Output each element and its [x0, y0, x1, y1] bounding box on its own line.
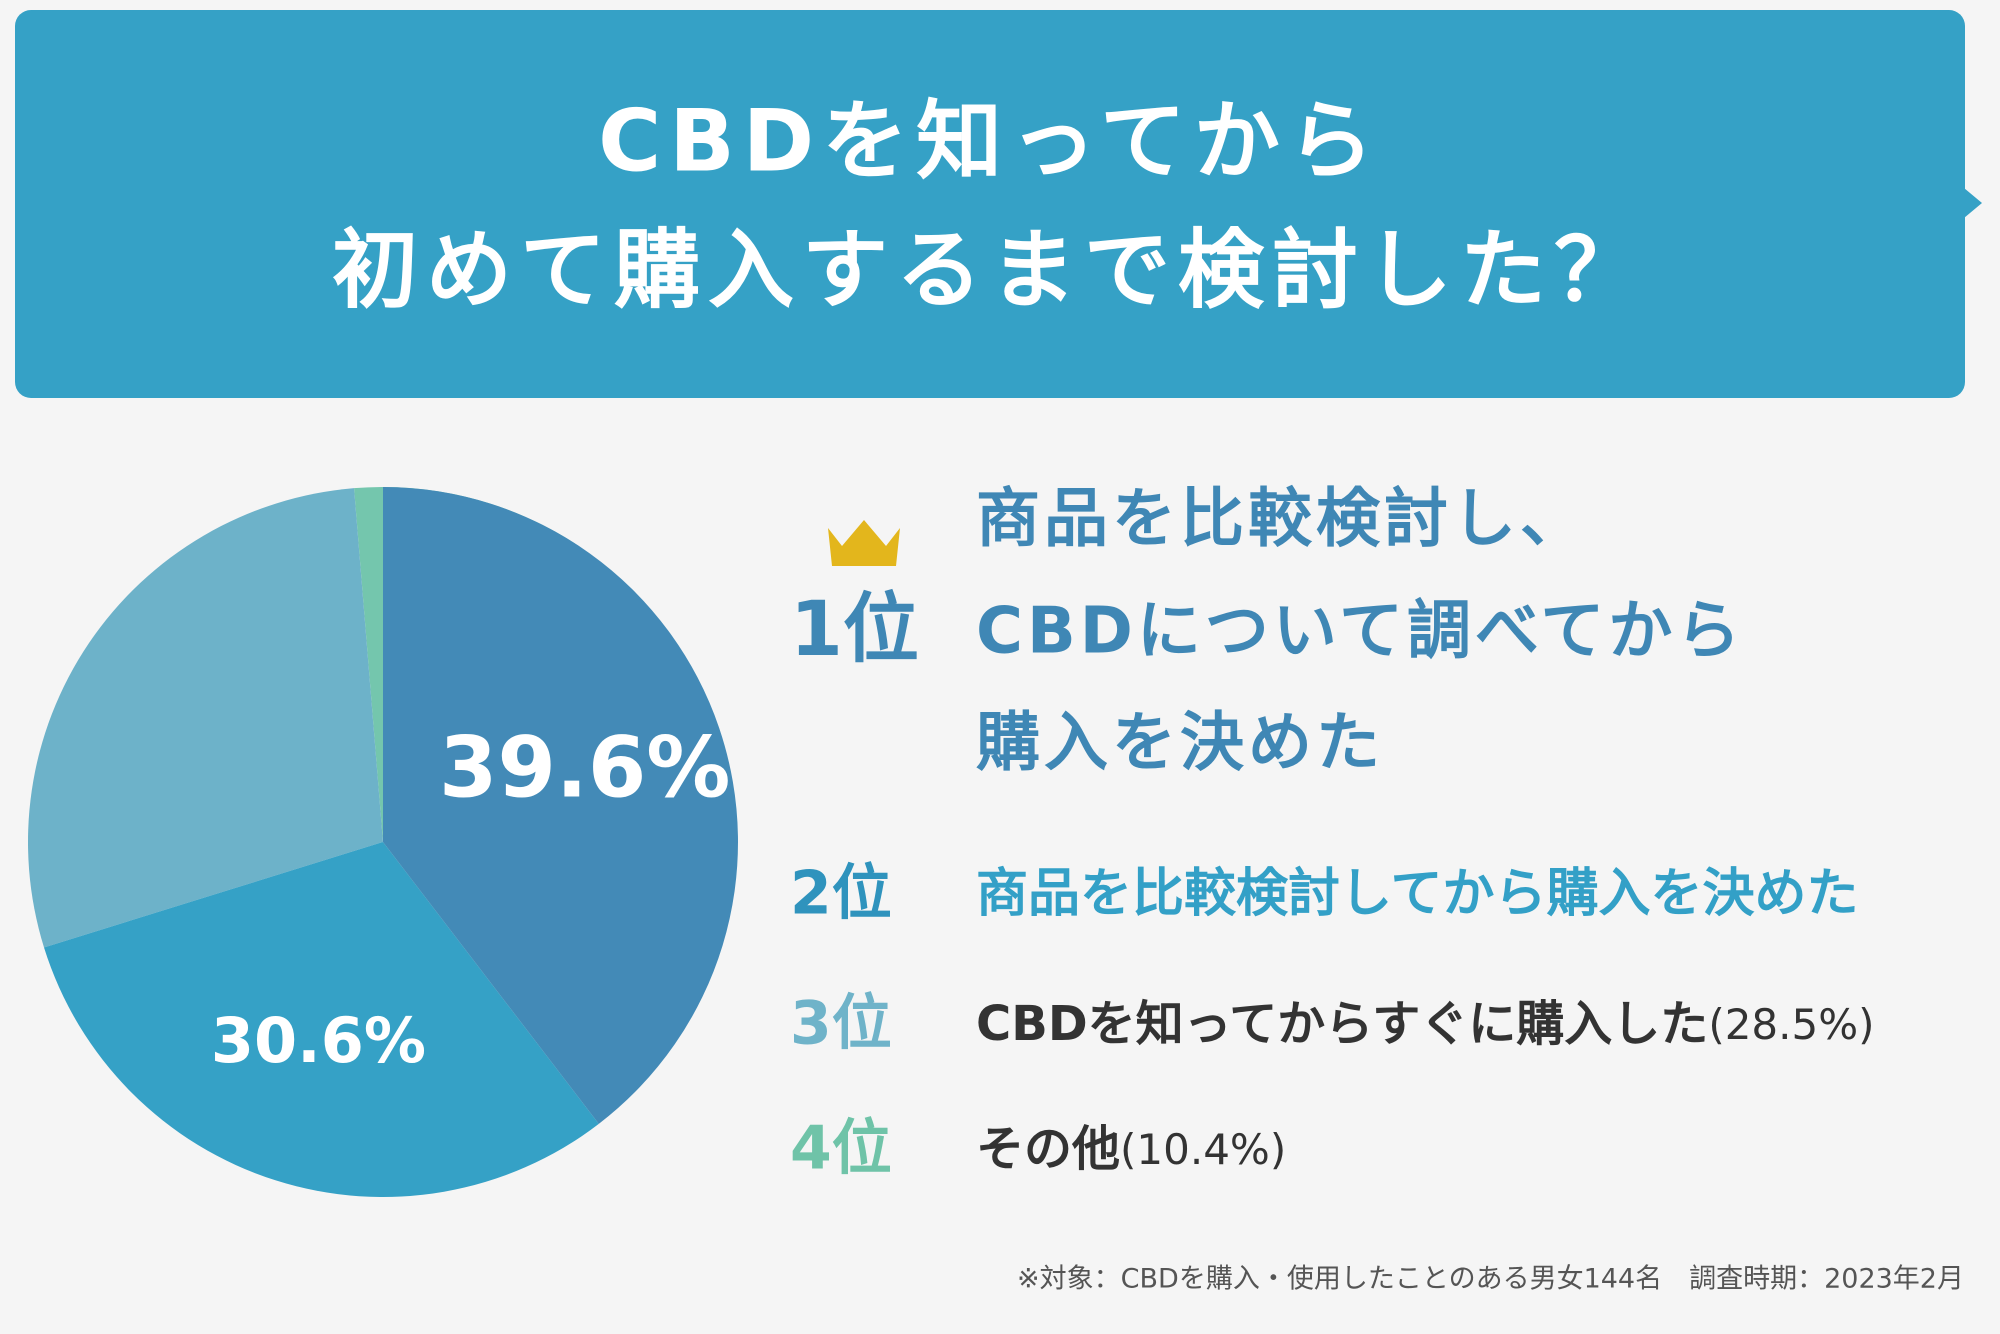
- category-text: 商品を比較検討してから購入を決めた: [976, 864, 1858, 924]
- category-label: CBDについて調べてから: [976, 595, 1744, 669]
- pie-slice: [27, 488, 383, 948]
- value-label: (28.5%): [1708, 1000, 1874, 1049]
- pie-slice: [44, 842, 599, 1197]
- slice-label: 39.6%: [439, 719, 730, 817]
- slice-label: 30.6%: [211, 1004, 426, 1077]
- category-label: CBDを知ってからすぐに購入した(28.5%): [976, 996, 1875, 1052]
- category-label: 商品を比較検討してから購入を決めた: [976, 864, 1858, 924]
- category-text: CBDを知ってからすぐに購入した: [976, 996, 1708, 1052]
- footnote: ※対象：CBDを購入・使用したことのある男女144名 調査時期：2023年2月: [1017, 1264, 1964, 1295]
- category-text: その他: [976, 1121, 1120, 1177]
- chart-title: CBDを知ってから: [598, 91, 1382, 191]
- header-box: [15, 10, 1965, 398]
- header-notch: [1964, 188, 1982, 218]
- value-label: (10.4%): [1120, 1125, 1286, 1174]
- rank-label: 1位: [790, 584, 919, 673]
- crown-icon: [828, 520, 900, 566]
- category-label: その他(10.4%): [976, 1121, 1286, 1177]
- pie-slice: [383, 487, 738, 1124]
- rank-label: 2位: [790, 859, 892, 929]
- chart-title: 初めて購入するまで検討した？: [332, 220, 1648, 320]
- category-label: 購入を決めた: [976, 707, 1384, 781]
- rank-label: 4位: [790, 1114, 892, 1184]
- rank-label: 3位: [790, 989, 892, 1059]
- category-label: 商品を比較検討し、: [976, 483, 1588, 557]
